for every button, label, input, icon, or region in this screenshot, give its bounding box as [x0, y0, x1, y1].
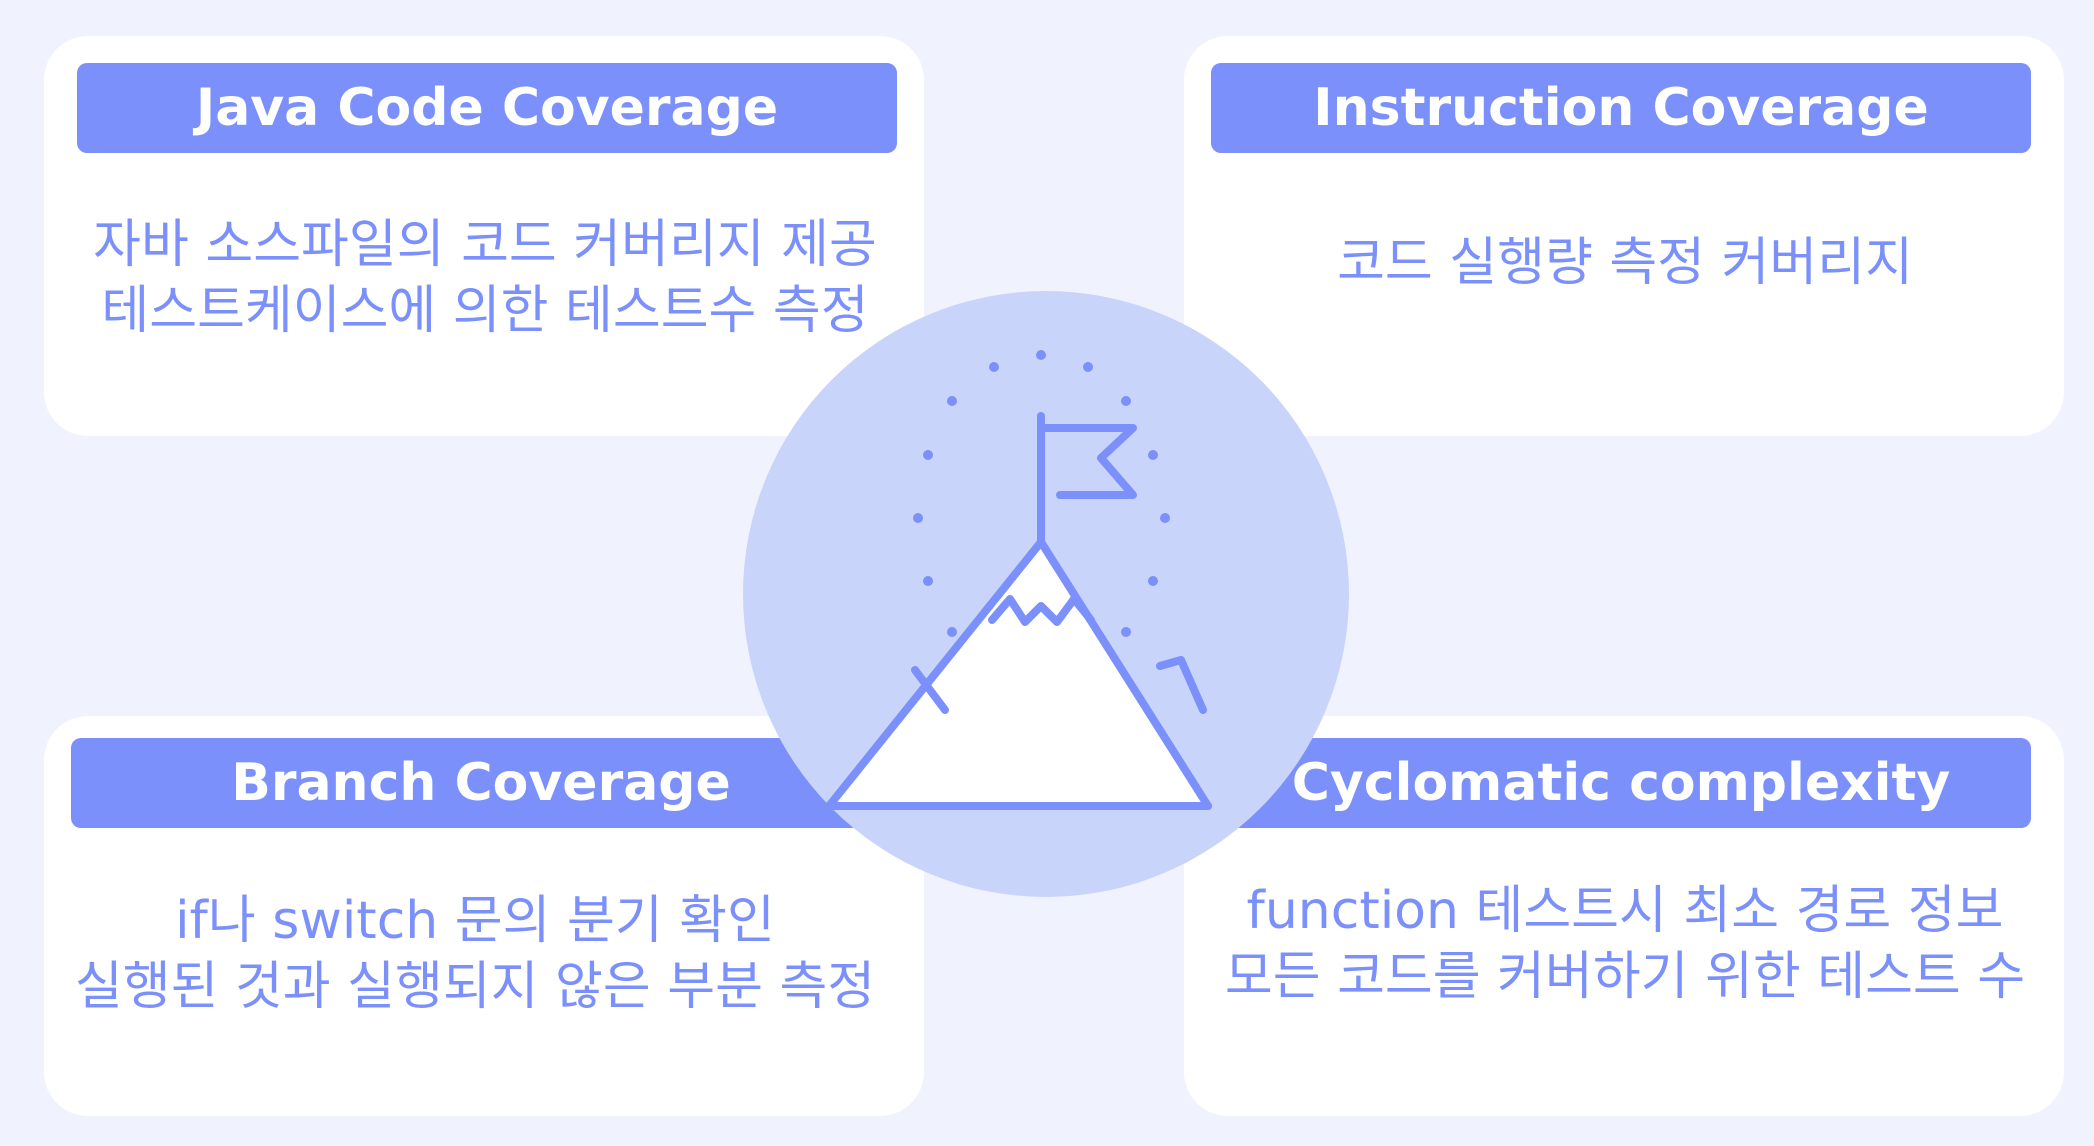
dot-ring — [913, 350, 1170, 637]
description-line: 자바 소스파일의 코드 커버리지 제공 — [93, 215, 877, 275]
card-title-java-code-coverage: Java Code Coverage — [77, 63, 897, 153]
card-description-cyclomatic-complexity: function 테스트시 최소 경로 정보 모든 코드를 커버하기 위한 테스… — [1200, 878, 2050, 1010]
card-title-cyclomatic-complexity: Cyclomatic complexity — [1211, 738, 2031, 828]
mountain-flag-icon — [743, 291, 1349, 897]
description-line: 테스트케이스에 의한 테스트수 측정 — [101, 281, 869, 341]
card-description-branch-coverage: if나 switch 문의 분기 확인 실행된 것과 실행되지 않은 부분 측정 — [50, 888, 900, 1020]
card-title-instruction-coverage: Instruction Coverage — [1211, 63, 2031, 153]
card-description-instruction-coverage: 코드 실행량 측정 커버리지 — [1200, 230, 2050, 296]
description-line: 실행된 것과 실행되지 않은 부분 측정 — [74, 957, 876, 1017]
flag-icon — [1037, 412, 1137, 546]
mountain-icon — [825, 538, 1212, 810]
card-description-java-code-coverage: 자바 소스파일의 코드 커버리지 제공 테스트케이스에 의한 테스트수 측정 — [60, 212, 910, 344]
card-title-branch-coverage: Branch Coverage — [71, 738, 891, 828]
description-line: 코드 실행량 측정 커버리지 — [1337, 233, 1913, 293]
description-line: function 테스트시 최소 경로 정보 — [1246, 881, 2004, 941]
description-line: if나 switch 문의 분기 확인 — [175, 891, 775, 951]
description-line: 모든 코드를 커버하기 위한 테스트 수 — [1224, 947, 2026, 1007]
